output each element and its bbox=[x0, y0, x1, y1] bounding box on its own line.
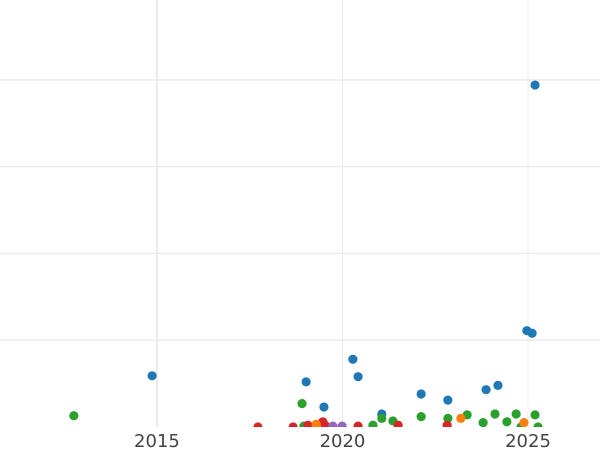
data-point bbox=[147, 371, 157, 381]
data-point bbox=[416, 411, 426, 422]
data-point bbox=[533, 422, 543, 427]
data-point bbox=[353, 421, 363, 427]
data-point bbox=[320, 420, 330, 427]
data-points bbox=[69, 80, 543, 427]
data-point bbox=[288, 422, 298, 427]
data-point bbox=[353, 372, 363, 382]
data-point bbox=[443, 413, 453, 423]
data-point bbox=[297, 398, 307, 409]
data-point bbox=[493, 380, 503, 390]
data-point bbox=[416, 389, 426, 399]
x-tick-label: 2020 bbox=[320, 431, 366, 450]
data-point bbox=[301, 377, 311, 387]
data-point bbox=[481, 385, 491, 395]
x-tick-label: 2015 bbox=[134, 431, 180, 450]
data-point bbox=[377, 413, 387, 423]
data-point bbox=[253, 422, 263, 427]
data-point bbox=[527, 328, 537, 338]
data-point bbox=[442, 420, 452, 427]
x-tick-label: 2025 bbox=[505, 431, 551, 450]
data-point bbox=[511, 409, 521, 419]
x-tick-labels: 2015 2020 2025 bbox=[134, 431, 551, 450]
data-point bbox=[393, 420, 403, 427]
data-point bbox=[368, 420, 378, 427]
data-point bbox=[443, 395, 453, 405]
data-point bbox=[69, 411, 79, 421]
data-point bbox=[337, 421, 347, 427]
data-point bbox=[530, 80, 540, 90]
data-point bbox=[311, 419, 321, 427]
data-point bbox=[502, 417, 512, 427]
data-point bbox=[319, 402, 329, 412]
data-point bbox=[490, 409, 500, 419]
gridlines bbox=[0, 0, 600, 427]
data-point bbox=[456, 413, 466, 423]
data-point bbox=[328, 421, 338, 427]
data-point bbox=[303, 420, 313, 427]
data-point bbox=[530, 410, 540, 420]
data-point bbox=[348, 354, 358, 364]
data-point bbox=[519, 418, 529, 427]
data-point bbox=[478, 418, 488, 427]
